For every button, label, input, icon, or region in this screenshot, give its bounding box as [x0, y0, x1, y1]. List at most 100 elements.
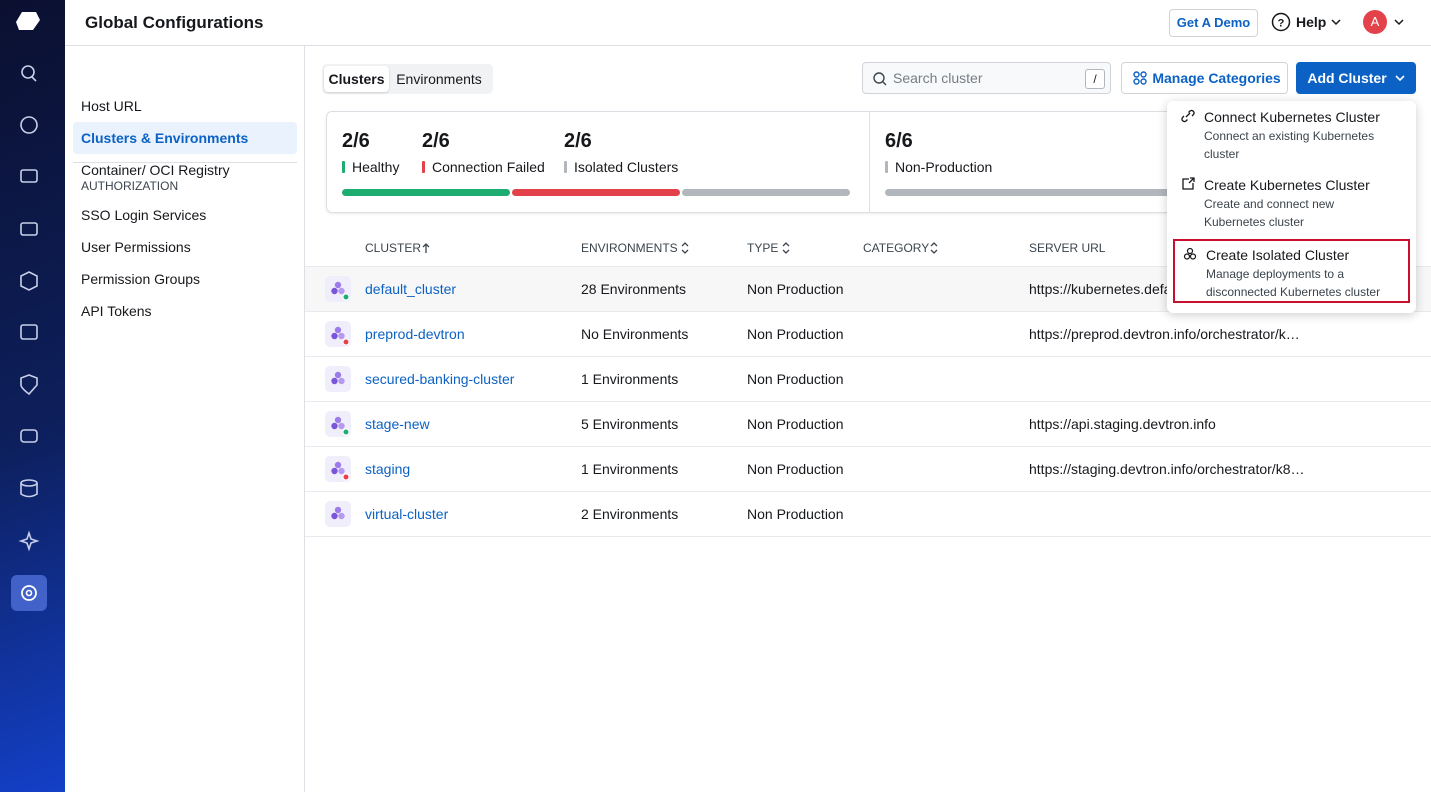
cluster-name[interactable]: stage-new [365, 416, 430, 432]
db-icon[interactable] [20, 479, 38, 487]
menu-item[interactable]: Create Isolated Cluster Manage deployment… [1173, 239, 1410, 303]
svg-text:?: ? [1278, 18, 1285, 30]
cluster-name[interactable]: secured-banking-cluster [365, 371, 515, 387]
table-row[interactable]: secured-banking-cluster 1 Environments Non… [305, 357, 1431, 402]
sidebar-item[interactable]: SSO Login Services [81, 207, 207, 223]
table-row[interactable]: staging 1 Environments Non Production https… [305, 447, 1431, 492]
rail-icons [11, 12, 47, 611]
stat-label: Healthy [352, 159, 400, 175]
section-title: AUTHORIZATION [81, 179, 179, 193]
menu-icon [1182, 177, 1195, 190]
column-header[interactable]: ENVIRONMENTS [581, 241, 678, 255]
logo[interactable] [16, 12, 40, 30]
tab-group: Clusters Environments [322, 64, 493, 94]
tab[interactable]: Clusters [324, 66, 389, 92]
button-label: Manage Categories [1152, 70, 1281, 86]
sort-icon[interactable] [421, 242, 431, 254]
server-url: https://staging.devtron.info/orchestrato… [1029, 461, 1305, 477]
cluster-type: Non Production [747, 371, 844, 387]
server-url: https://api.staging.devtron.info [1029, 416, 1216, 432]
demo-button[interactable]: Get A Demo [1169, 9, 1258, 37]
environments: 5 Environments [581, 416, 679, 432]
db-icon[interactable] [20, 483, 38, 498]
sidebar-item[interactable]: Container/ OCI Registry [81, 162, 230, 178]
environments: 28 Environments [581, 281, 687, 297]
cluster-icon [325, 366, 351, 392]
resource-icon[interactable] [20, 271, 38, 291]
menu-description: Connect an existing Kubernetes [1204, 129, 1375, 143]
search-box[interactable]: Search cluster / [862, 62, 1111, 94]
tab[interactable]: Environments [396, 71, 482, 87]
jobs-icon[interactable] [20, 222, 38, 236]
button-label: Add Cluster [1307, 70, 1387, 86]
table-row[interactable]: virtual-cluster 2 Environments Non Product… [305, 492, 1431, 537]
help-label[interactable]: Help [1296, 14, 1327, 30]
apps-icon[interactable] [20, 169, 38, 183]
status-bar-segment [342, 189, 510, 196]
stat-marker [885, 161, 888, 173]
chevron [1395, 75, 1405, 82]
settings-active-bg[interactable] [11, 575, 47, 611]
sort-icon[interactable] [781, 242, 791, 254]
cluster-name[interactable]: staging [365, 461, 411, 477]
cluster-icon [325, 501, 351, 527]
sort-icon[interactable] [929, 242, 939, 254]
sort-icon[interactable] [680, 242, 690, 254]
status-bar-segment [682, 189, 850, 196]
search-icon[interactable] [31, 76, 37, 82]
manage-categories-button[interactable]: Manage Categories [1121, 62, 1288, 94]
stat-label: Non-Production [895, 159, 993, 175]
avatar[interactable]: A [1363, 10, 1387, 34]
menu-description: Create and connect new [1204, 197, 1335, 211]
cluster-type: Non Production [747, 326, 844, 342]
cluster-type: Non Production [747, 506, 844, 522]
cluster-type: Non Production [747, 461, 844, 477]
sidebar-item[interactable]: Permission Groups [81, 271, 201, 287]
server-url: https://kubernetes.defa [1029, 281, 1172, 297]
sidebar-item[interactable]: Host URL [81, 98, 142, 114]
cluster-type: Non Production [747, 281, 844, 297]
stat-marker [342, 161, 345, 173]
cluster-name[interactable]: default_cluster [365, 281, 457, 297]
column-header[interactable]: TYPE [747, 241, 779, 255]
table-row[interactable]: stage-new 5 Environments Non Production htt… [305, 402, 1431, 447]
cluster-icon [325, 456, 351, 482]
charts-icon[interactable] [20, 324, 38, 340]
settings-icon[interactable] [25, 589, 33, 597]
menu-description: disconnected Kubernetes cluster [1206, 285, 1381, 299]
bot-icon[interactable] [20, 429, 38, 443]
status-bar-segment [885, 189, 1203, 196]
shortcut-key: / [1085, 69, 1105, 89]
sidebar-item[interactable]: User Permissions [81, 239, 191, 255]
menu-item[interactable]: Connect Kubernetes Cluster Connect an exi… [1173, 103, 1410, 167]
environments: 1 Environments [581, 371, 679, 387]
grid-icon [1133, 71, 1147, 85]
cluster-name[interactable]: preprod-devtron [365, 326, 465, 342]
stat-value: 6/6 [885, 130, 913, 152]
page-title: Global Configurations [85, 13, 264, 32]
search-icon[interactable] [21, 65, 35, 79]
sidebar: Host URL Clusters & Environments Container… [65, 46, 305, 792]
divider [73, 162, 297, 163]
search-placeholder: Search cluster [893, 70, 983, 86]
stat-value: 2/6 [564, 130, 592, 152]
menu-icon [1181, 109, 1195, 123]
cluster-name[interactable]: virtual-cluster [365, 506, 449, 522]
security-icon[interactable] [20, 374, 38, 396]
menu-item[interactable]: Create Kubernetes Cluster Create and conn… [1173, 171, 1410, 235]
table-row[interactable]: preprod-devtron No Environments Non Produc… [305, 312, 1431, 357]
globe-icon[interactable] [20, 116, 38, 134]
settings-icon[interactable] [21, 585, 37, 601]
divider [869, 112, 870, 212]
add-cluster-button[interactable]: Add Cluster [1296, 62, 1416, 94]
help-icon[interactable]: ? [1271, 12, 1291, 32]
column-header[interactable]: CLUSTER [365, 241, 422, 255]
column-header[interactable]: CATEGORY [863, 241, 930, 255]
ai-icon[interactable] [18, 530, 40, 552]
sidebar-item[interactable]: API Tokens [81, 303, 152, 319]
sidebar-item[interactable]: Clusters & Environments [73, 122, 297, 154]
stat-marker [564, 161, 567, 173]
menu-icon [1183, 247, 1197, 260]
